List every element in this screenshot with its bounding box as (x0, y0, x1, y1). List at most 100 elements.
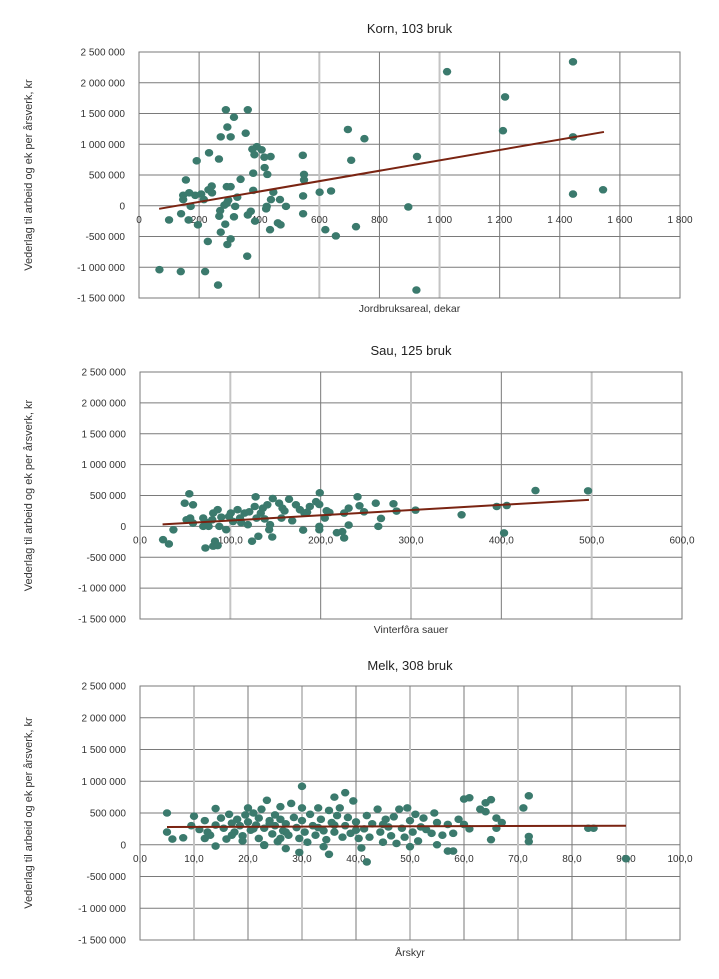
data-point (254, 814, 263, 822)
data-point (203, 237, 213, 246)
data-point (216, 133, 225, 141)
data-point (221, 220, 230, 228)
data-point (598, 185, 608, 194)
y-tick-label: -500 000 (87, 872, 127, 883)
y-tick-label: 1 000 000 (82, 460, 127, 471)
data-point (314, 823, 323, 832)
y-tick-label: -1 000 000 (78, 584, 126, 595)
data-point (298, 151, 308, 160)
y-tick-label: 1 500 000 (82, 745, 127, 756)
y-tick-label: 2 500 000 (82, 682, 127, 693)
y-tick-label: 2 500 000 (81, 48, 126, 59)
data-point (263, 500, 272, 509)
x-tick-label: 1 800 (667, 215, 692, 226)
data-point (254, 532, 263, 541)
data-point (314, 804, 323, 812)
data-point (219, 824, 228, 833)
data-point (413, 837, 423, 845)
data-point (262, 202, 271, 211)
data-point (268, 533, 277, 541)
x-tick-label: 1 200 (487, 215, 512, 226)
data-point (351, 818, 361, 826)
y-tick-label: 2 000 000 (82, 713, 127, 724)
data-point (519, 804, 528, 812)
x-tick-label: 0 (136, 215, 142, 226)
data-point (300, 828, 309, 836)
data-point (305, 502, 315, 511)
y-tick-label: 2 000 000 (81, 78, 126, 89)
data-point (365, 833, 374, 841)
data-point (339, 534, 349, 542)
data-point (353, 493, 362, 501)
data-point (243, 520, 253, 529)
data-point (211, 842, 220, 850)
data-point (438, 831, 447, 840)
y-tick-label: 500 000 (89, 171, 126, 182)
data-point (360, 134, 369, 143)
data-point (192, 157, 201, 165)
data-point (204, 149, 214, 157)
data-point (531, 486, 540, 495)
data-point (376, 514, 386, 523)
data-point (211, 804, 220, 813)
data-point (254, 834, 263, 843)
data-point (497, 818, 506, 827)
x-axis-label: Vinterfôra sauer (374, 624, 449, 636)
data-point (411, 810, 420, 819)
data-point (164, 540, 174, 548)
data-point (257, 805, 266, 813)
data-point (213, 281, 223, 289)
data-point (408, 828, 417, 836)
data-point (499, 529, 509, 537)
data-point (281, 828, 290, 836)
y-tick-label: -500 000 (86, 232, 126, 243)
data-point (621, 854, 631, 863)
data-point (260, 840, 269, 849)
plot-frame (139, 371, 683, 620)
data-point (162, 809, 172, 817)
data-point (330, 821, 339, 829)
data-point (583, 487, 593, 495)
data-point (180, 499, 189, 508)
data-point (343, 125, 353, 134)
data-point (295, 848, 304, 857)
data-point (260, 153, 269, 161)
data-point (297, 816, 307, 825)
data-point (265, 520, 275, 529)
chart-title: Melk, 308 bruk (367, 658, 453, 673)
data-point (224, 810, 234, 819)
data-point (459, 795, 469, 803)
x-tick-label: 300,0 (398, 535, 423, 546)
data-point (346, 156, 356, 165)
data-point (299, 170, 309, 179)
plot-frame (138, 51, 681, 299)
data-point (193, 221, 203, 229)
data-point (443, 847, 452, 855)
data-point (321, 225, 330, 234)
x-tick-label: 500,0 (579, 535, 604, 546)
y-tick-label: 2 500 000 (82, 368, 127, 379)
data-point (284, 495, 294, 504)
data-point (378, 838, 388, 847)
x-axis-label: Årskyr (395, 946, 425, 959)
data-point (344, 521, 353, 529)
x-tick-label: 100,0 (667, 854, 692, 865)
y-tick-label: -1 500 000 (78, 615, 126, 626)
data-point (221, 525, 231, 534)
data-point (498, 126, 508, 135)
data-point (457, 510, 466, 519)
data-point (492, 502, 501, 511)
data-point (454, 815, 463, 824)
data-point (200, 834, 209, 843)
data-point (326, 187, 336, 195)
data-point (176, 209, 186, 218)
data-point (201, 544, 210, 552)
data-point (395, 805, 404, 813)
data-point (344, 504, 353, 512)
data-point (303, 838, 312, 847)
data-point (230, 202, 240, 211)
x-tick-label: 70,0 (508, 854, 528, 865)
data-point (302, 508, 312, 516)
data-point (374, 522, 383, 531)
